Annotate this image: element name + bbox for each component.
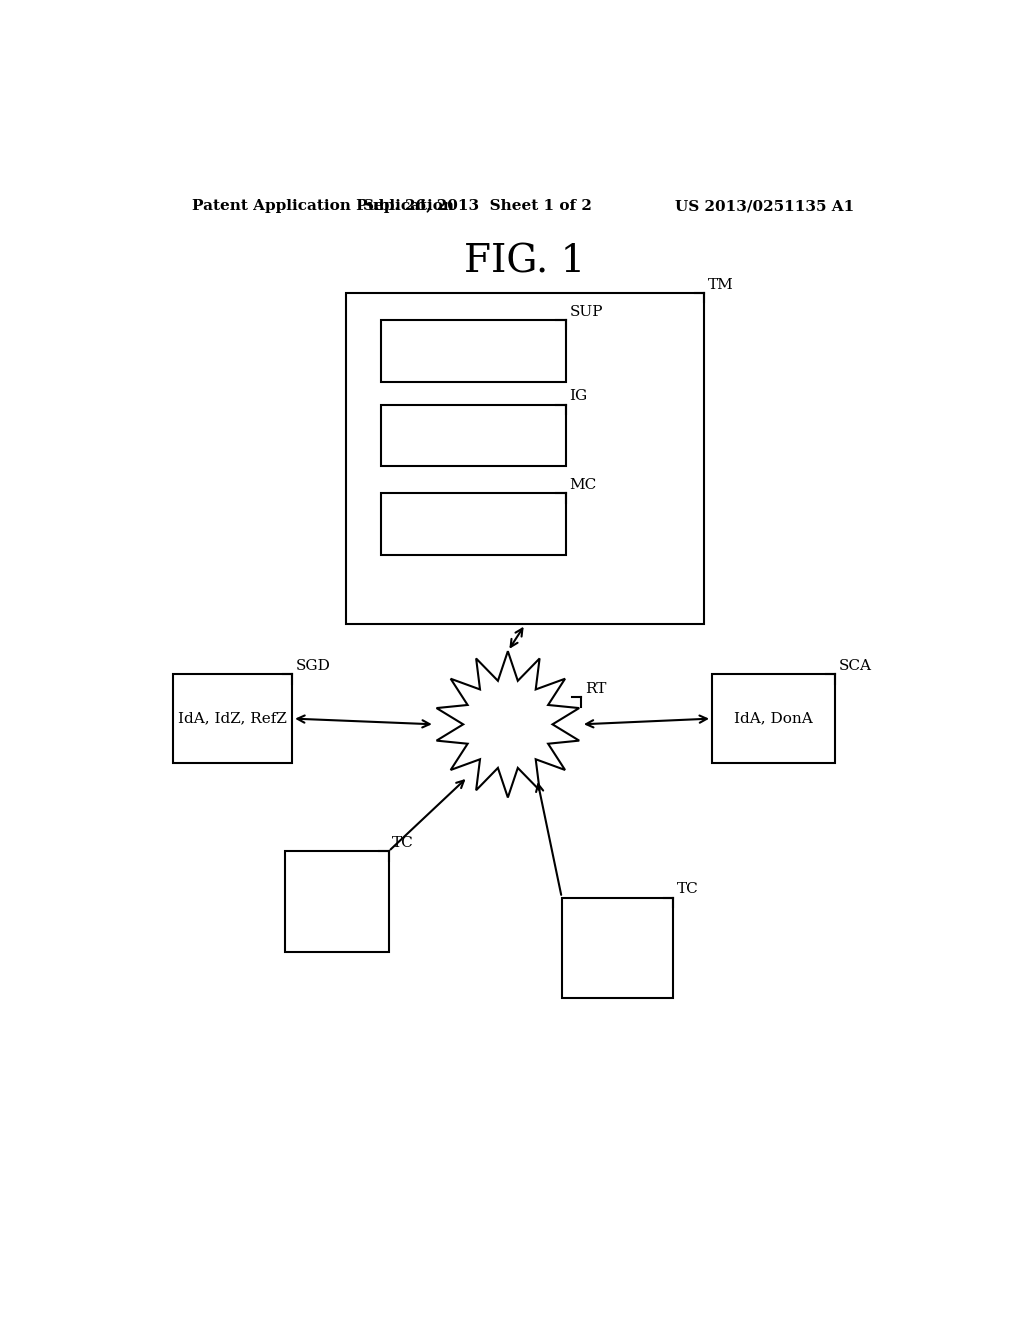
Text: FIG. 1: FIG. 1 xyxy=(464,244,586,281)
Text: TC: TC xyxy=(392,836,414,850)
Bar xyxy=(381,494,565,554)
Text: IdA, DonA: IdA, DonA xyxy=(734,711,813,726)
Bar xyxy=(562,898,674,998)
Bar xyxy=(285,851,388,952)
Bar xyxy=(712,675,836,763)
Text: SGD: SGD xyxy=(296,659,331,673)
Text: IdA, IdZ, RefZ: IdA, IdZ, RefZ xyxy=(178,711,287,726)
Text: TC: TC xyxy=(677,882,699,896)
Text: SUP: SUP xyxy=(569,305,603,318)
Text: SCA: SCA xyxy=(839,659,872,673)
Bar xyxy=(346,293,705,624)
Text: Sep. 26, 2013  Sheet 1 of 2: Sep. 26, 2013 Sheet 1 of 2 xyxy=(362,199,592,213)
Bar xyxy=(381,321,565,381)
Text: RT: RT xyxy=(585,682,606,696)
Bar xyxy=(381,405,565,466)
Text: IG: IG xyxy=(569,389,588,404)
Text: US 2013/0251135 A1: US 2013/0251135 A1 xyxy=(675,199,854,213)
Text: TM: TM xyxy=(708,277,734,292)
Bar xyxy=(173,675,292,763)
Polygon shape xyxy=(436,651,580,797)
Text: MC: MC xyxy=(569,478,597,492)
Text: Patent Application Publication: Patent Application Publication xyxy=(193,199,455,213)
